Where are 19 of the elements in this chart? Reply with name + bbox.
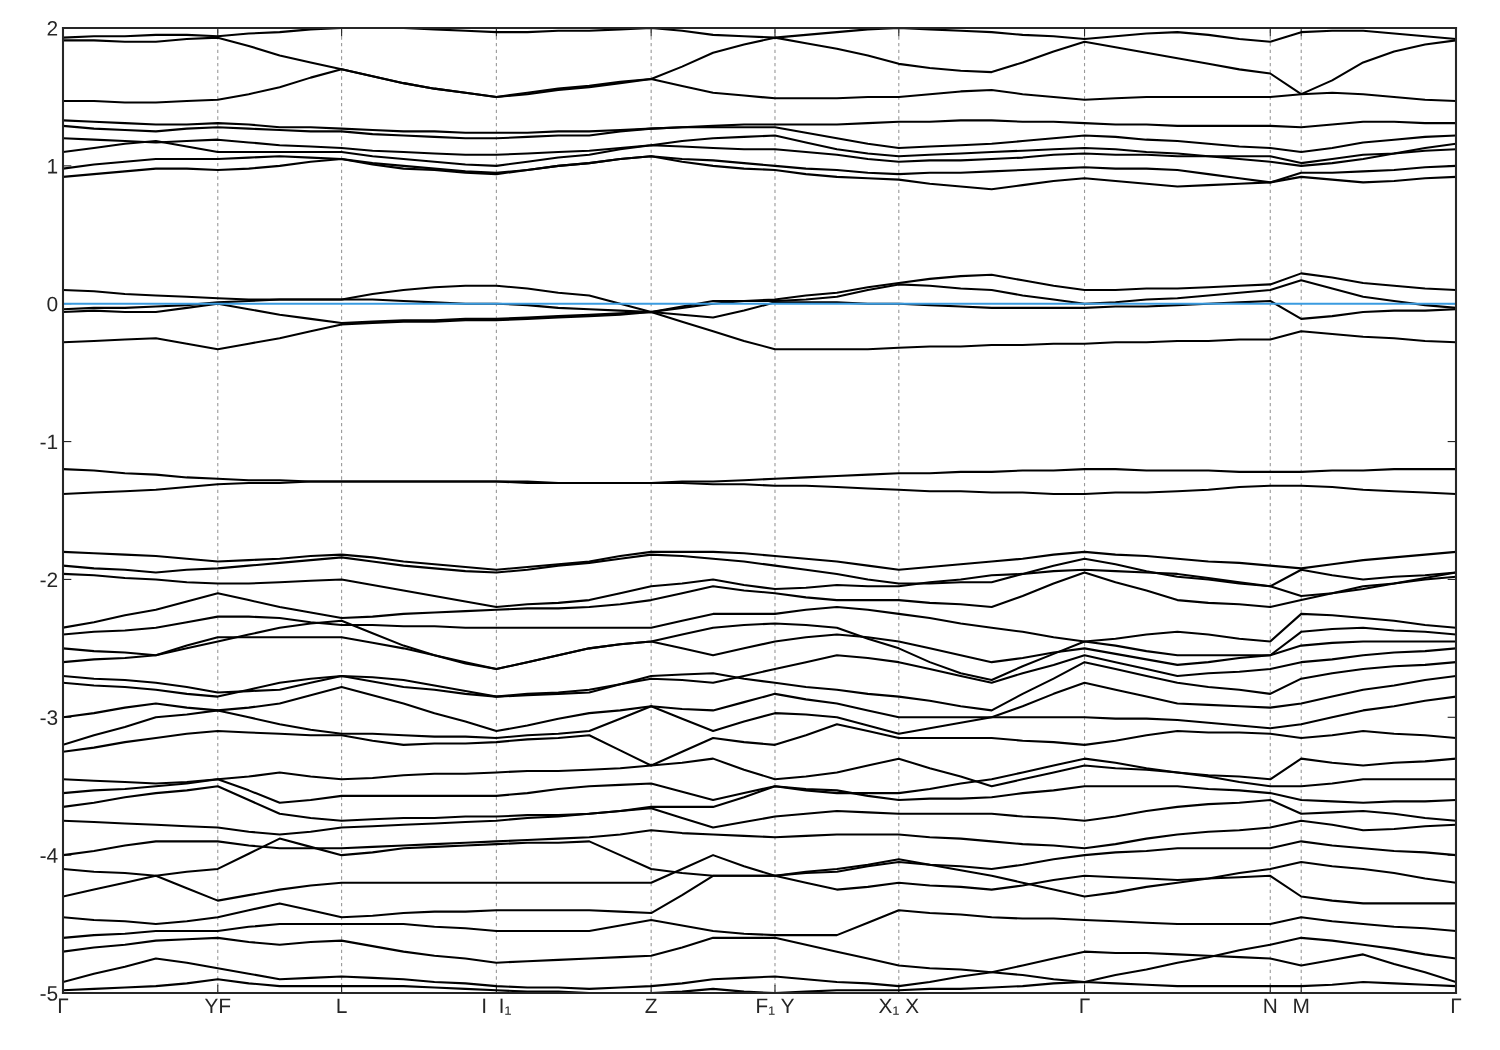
- x-tick-label: Γ: [1080, 998, 1090, 1013]
- x-tick-label: YF: [204, 998, 231, 1013]
- x-tick-label: I I₁: [483, 998, 511, 1015]
- x-tick-label: M: [1294, 998, 1309, 1013]
- x-tick-label: F₁ Y: [757, 998, 795, 1015]
- y-tick-label: 1: [48, 159, 58, 174]
- x-tick-label: Z: [645, 998, 657, 1013]
- x-tick-label: Γ: [58, 998, 69, 1013]
- y-tick-label: -2: [40, 572, 58, 587]
- x-tick-label: X₁ X: [878, 998, 919, 1015]
- y-tick-label: -1: [40, 434, 58, 450]
- y-tick-label: 0: [47, 296, 58, 312]
- y-tick-label: -3: [40, 710, 58, 726]
- y-tick-label: -4: [40, 848, 58, 863]
- x-tick-label: N: [1264, 998, 1277, 1013]
- y-tick-label: -5: [40, 986, 58, 1001]
- x-tick-label: Γ: [1451, 998, 1462, 1013]
- y-tick-label: 2: [47, 21, 58, 36]
- x-tick-label: L: [337, 998, 347, 1013]
